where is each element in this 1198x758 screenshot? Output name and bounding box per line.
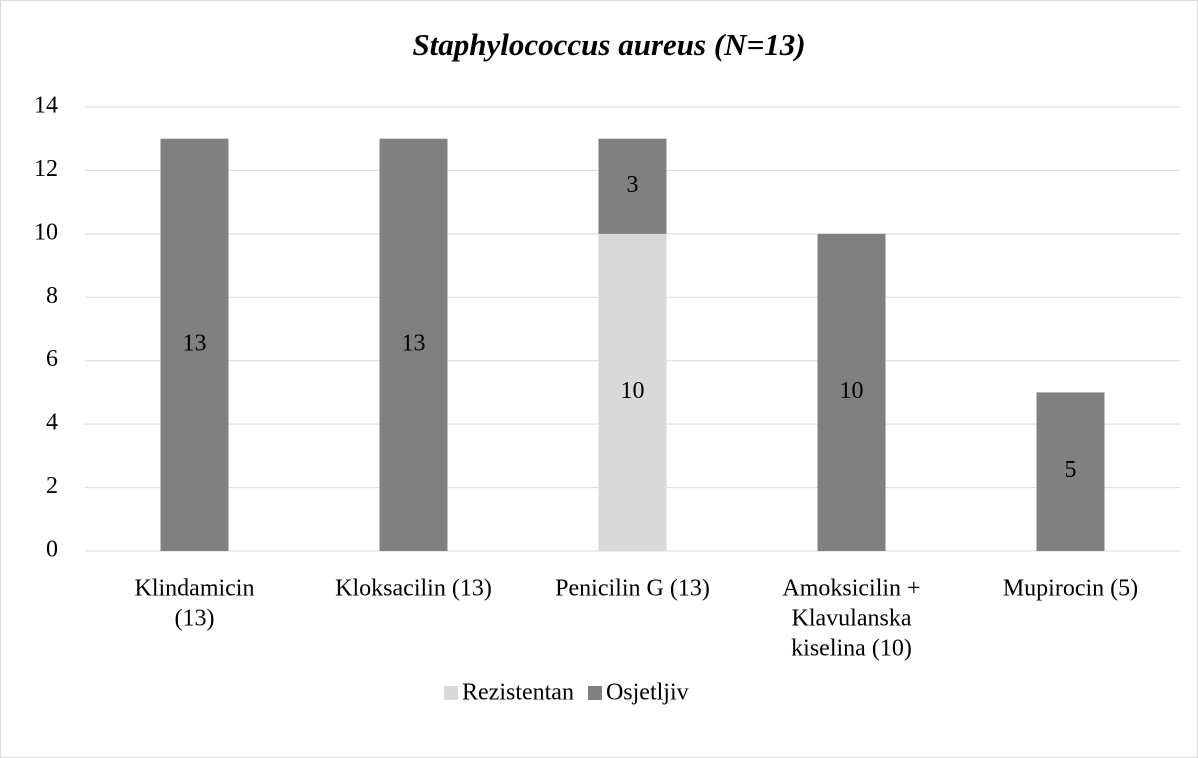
bar-segment [598, 233, 667, 551]
y-tick-label: 2 [46, 473, 58, 499]
data-label: 5 [1065, 457, 1077, 483]
bar-segment [379, 138, 448, 551]
x-tick-label: Penicilin G (13) [555, 576, 710, 602]
legend-swatch [444, 686, 458, 700]
legend-label: Rezistentan [462, 680, 574, 706]
data-label: 3 [627, 172, 639, 198]
data-label: 13 [183, 330, 207, 356]
legend-swatch [587, 686, 602, 700]
data-label: 10 [621, 378, 645, 404]
y-tick-label: 6 [46, 346, 58, 372]
bar-segment [160, 138, 229, 551]
legend-label: Osjetljiv [606, 680, 689, 706]
bar-segment [598, 138, 667, 234]
x-tick-label: (13) [175, 606, 215, 632]
chart-title: Staphylococcus aureus (N=13) [412, 27, 805, 62]
y-tick-label: 0 [46, 537, 58, 563]
y-tick-label: 10 [34, 219, 58, 245]
y-tick-label: 14 [34, 93, 58, 119]
x-tick-label: Kloksacilin (13) [335, 576, 492, 602]
data-label: 10 [840, 378, 864, 404]
x-tick-label: Mupirocin (5) [1003, 576, 1138, 602]
bar-segment [817, 233, 886, 551]
x-tick-label: Amoksicilin + [782, 576, 920, 602]
x-tick-label: kiselina (10) [791, 636, 912, 662]
y-tick-label: 12 [34, 156, 58, 182]
x-tick-label: Klindamicin [135, 576, 255, 602]
bar-segment [1036, 392, 1105, 551]
data-label: 13 [402, 330, 426, 356]
y-tick-label: 4 [46, 410, 58, 436]
x-tick-label: Klavulanska [792, 606, 912, 632]
y-tick-label: 8 [46, 283, 58, 309]
